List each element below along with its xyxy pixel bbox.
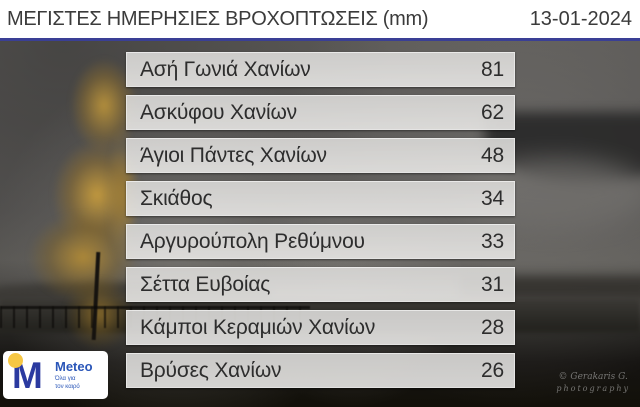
sun-dot-icon	[8, 353, 23, 368]
photography-label: photography	[556, 383, 630, 393]
rainfall-row: Ασκύφου Χανίων 62	[126, 95, 515, 130]
rainfall-value: 48	[481, 143, 504, 167]
station-name: Σέττα Ευβοίας	[140, 272, 271, 296]
station-name: Άγιοι Πάντες Χανίων	[140, 143, 327, 167]
meteo-logo-text: Meteo Όλα για τον καιρό	[55, 360, 93, 390]
station-name: Αργυρούπολη Ρεθύμνου	[140, 229, 365, 253]
photo-credit-watermark: © Gerakaris G. photography	[556, 372, 630, 394]
rainfall-row: Ασή Γωνιά Χανίων 81	[126, 52, 515, 87]
station-name: Κάμποι Κεραμιών Χανίων	[140, 315, 376, 339]
rainfall-row: Αργυρούπολη Ρεθύμνου 33	[126, 224, 515, 259]
rainfall-ranking-list: Ασή Γωνιά Χανίων 81 Ασκύφου Χανίων 62 Άγ…	[126, 52, 515, 396]
rainfall-value: 81	[481, 57, 504, 81]
meteo-logo: M Meteo Όλα για τον καιρό	[3, 351, 108, 399]
rainfall-row: Σκιάθος 34	[126, 181, 515, 216]
rainfall-row: Βρύσες Χανίων 26	[126, 353, 515, 388]
station-name: Σκιάθος	[140, 186, 213, 210]
brand-tagline-line2: τον καιρό	[55, 383, 80, 390]
rainfall-row: Άγιοι Πάντες Χανίων 48	[126, 138, 515, 173]
rainfall-value: 31	[481, 272, 504, 296]
header-bar: ΜΕΓΙΣΤΕΣ ΗΜΕΡΗΣΙΕΣ ΒΡΟΧΟΠΤΩΣΕΙΣ (mm) 13-…	[0, 0, 640, 41]
station-name: Ασκύφου Χανίων	[140, 100, 297, 124]
station-name: Ασή Γωνιά Χανίων	[140, 57, 311, 81]
brand-name: Meteo	[55, 358, 93, 374]
meteo-logo-mark: M	[8, 353, 53, 396]
rainfall-value: 33	[481, 229, 504, 253]
photographer-name: © Gerakaris G.	[558, 372, 628, 382]
rainfall-value: 62	[481, 100, 504, 124]
rainfall-value: 28	[481, 315, 504, 339]
report-date: 13-01-2024	[529, 7, 632, 30]
rainfall-row: Κάμποι Κεραμιών Χανίων 28	[126, 310, 515, 345]
rainfall-value: 26	[481, 358, 504, 382]
station-name: Βρύσες Χανίων	[140, 358, 282, 382]
rainfall-value: 34	[481, 186, 504, 210]
page-title: ΜΕΓΙΣΤΕΣ ΗΜΕΡΗΣΙΕΣ ΒΡΟΧΟΠΤΩΣΕΙΣ (mm)	[7, 7, 429, 30]
brand-tagline-line1: Όλα για	[55, 375, 76, 382]
rainfall-row: Σέττα Ευβοίας 31	[126, 267, 515, 302]
